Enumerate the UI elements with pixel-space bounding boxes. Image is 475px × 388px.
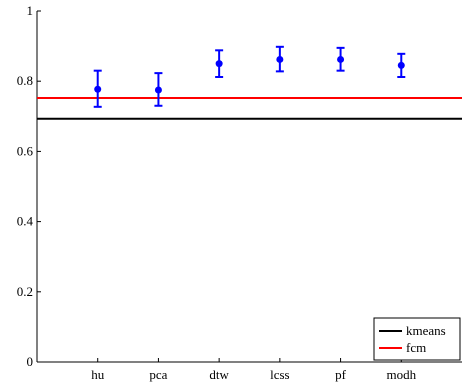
x-tick-label: lcss: [270, 367, 290, 382]
y-tick-label: 0.6: [17, 143, 34, 158]
reference-lines: [37, 97, 462, 120]
x-tick-label: dtw: [209, 367, 229, 382]
x-tick-label: hu: [91, 367, 105, 382]
x-tick-label: pf: [335, 367, 347, 382]
y-tick-label: 1: [27, 3, 34, 18]
tick-labels: 0 0.2 0.4 0.6 0.8 1 hu pca dtw lcss pf modh: [17, 3, 417, 382]
y-tick-label: 0.2: [17, 284, 33, 299]
y-tick-label: 0.4: [17, 214, 34, 229]
legend: kmeans fcm: [373, 317, 461, 361]
point-marker: [94, 85, 102, 93]
data-point-modh: [397, 52, 406, 78]
legend-box: [373, 317, 461, 361]
point-marker: [154, 86, 162, 94]
x-tick-label: pca: [149, 367, 167, 382]
axes: [36, 10, 462, 363]
legend-label: kmeans: [406, 323, 446, 338]
y-tick-label: 0: [27, 354, 34, 369]
data-point-hu: [93, 69, 102, 108]
y-tick-label: 0.8: [17, 73, 33, 88]
point-marker: [397, 61, 405, 69]
legend-entry-kmeans: kmeans: [379, 323, 446, 338]
data-points: [93, 45, 406, 108]
data-point-pf: [336, 46, 345, 72]
x-tick-label: modh: [386, 367, 416, 382]
legend-label: fcm: [406, 340, 426, 355]
data-point-pca: [154, 72, 163, 107]
point-marker: [215, 60, 223, 68]
data-point-dtw: [215, 49, 224, 78]
point-marker: [276, 55, 284, 63]
point-marker: [337, 55, 345, 63]
legend-entry-fcm: fcm: [379, 340, 426, 355]
data-point-lcss: [275, 45, 284, 73]
